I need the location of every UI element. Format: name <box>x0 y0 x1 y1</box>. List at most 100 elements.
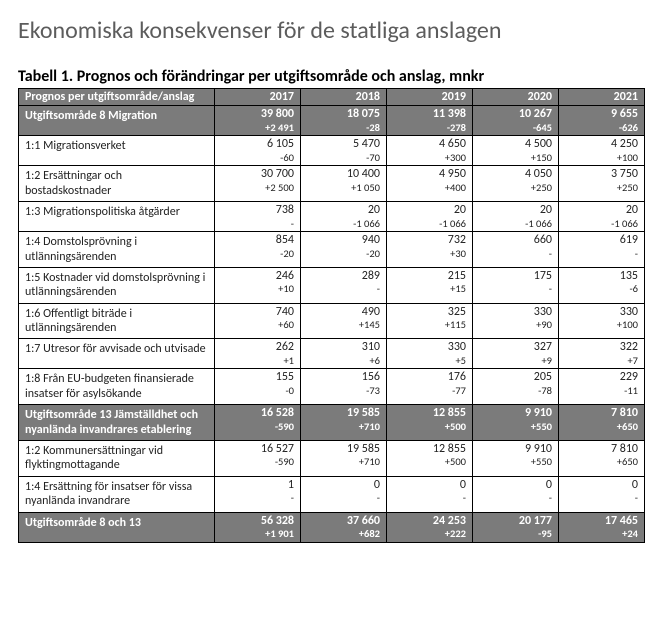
cell: 16 528-590 <box>215 405 301 441</box>
cell: 20-1 066 <box>559 202 645 232</box>
row-label: 1:7 Utresor för avvisade och utvisade <box>19 339 215 369</box>
cell-value: 7 810 <box>565 442 638 456</box>
cell-delta: -11 <box>565 385 638 398</box>
header-year: 2019 <box>387 89 473 106</box>
cell: 7 810+650 <box>559 405 645 441</box>
cell-delta: +30 <box>393 248 466 261</box>
cell-value: 17 465 <box>565 514 638 528</box>
table-row: 1:1 Migrationsverket6 105-605 470-704 65… <box>19 136 645 166</box>
header-year: 2017 <box>215 89 301 106</box>
table-row: 1:4 Domstolsprövning i utlänningsärenden… <box>19 232 645 268</box>
cell: 9 910+550 <box>473 441 559 477</box>
cell-delta: -6 <box>565 283 638 296</box>
cell-delta: -73 <box>307 385 380 398</box>
cell: 490+145 <box>301 303 387 339</box>
cell-delta: -1 066 <box>479 218 552 231</box>
cell-delta: - <box>221 492 294 505</box>
cell-delta: +250 <box>565 182 638 195</box>
cell-delta: -590 <box>221 456 294 469</box>
cell-delta: -626 <box>565 122 638 135</box>
cell-value: 10 400 <box>307 167 380 181</box>
cell-value: 30 700 <box>221 167 294 181</box>
cell-delta: - <box>565 248 638 261</box>
table-row: 1:2 Kommunersättningar vid flyktingmotta… <box>19 441 645 477</box>
cell: 12 855+500 <box>387 441 473 477</box>
cell-value: 229 <box>565 370 638 384</box>
cell: 322+7 <box>559 339 645 369</box>
cell-value: 854 <box>221 233 294 247</box>
cell: 940-20 <box>301 232 387 268</box>
cell: 176-77 <box>387 369 473 405</box>
cell-value: 4 050 <box>479 167 552 181</box>
cell: 20-1 066 <box>473 202 559 232</box>
cell-delta: -70 <box>307 152 380 165</box>
cell: 20 177-95 <box>473 512 559 542</box>
cell-value: 205 <box>479 370 552 384</box>
cell-delta: -77 <box>393 385 466 398</box>
cell-value: 37 660 <box>307 514 380 528</box>
cell-value: 11 398 <box>393 107 466 121</box>
cell-delta: +24 <box>565 528 638 541</box>
cell-delta: -78 <box>479 385 552 398</box>
cell-value: 20 177 <box>479 514 552 528</box>
cell: 330+100 <box>559 303 645 339</box>
cell-delta: - <box>479 492 552 505</box>
cell-value: 0 <box>565 478 638 492</box>
section-row: Utgiftsområde 8 och 1356 328+1 90137 660… <box>19 512 645 542</box>
cell-value: 738 <box>221 203 294 217</box>
cell-value: 330 <box>565 305 638 319</box>
table-row: 1:2 Ersättningar och bostadskostnader30 … <box>19 166 645 202</box>
cell-delta: +400 <box>393 182 466 195</box>
cell: 10 267-645 <box>473 106 559 136</box>
cell: 205-78 <box>473 369 559 405</box>
cell-value: 9 910 <box>479 442 552 456</box>
cell-delta: +222 <box>393 528 466 541</box>
cell-delta: - <box>307 283 380 296</box>
cell: 327+9 <box>473 339 559 369</box>
cell-delta: -1 066 <box>307 218 380 231</box>
cell-value: 24 253 <box>393 514 466 528</box>
cell-value: 289 <box>307 269 380 283</box>
cell-value: 135 <box>565 269 638 283</box>
cell-delta: +150 <box>479 152 552 165</box>
cell-delta: +7 <box>565 355 638 368</box>
section-row: Utgiftsområde 8 Migration39 800+2 49118 … <box>19 106 645 136</box>
cell-value: 5 470 <box>307 137 380 151</box>
row-label: Utgiftsområde 8 och 13 <box>19 512 215 542</box>
cell-delta: +710 <box>307 421 380 434</box>
table-row: 1:5 Kostnader vid domstolsprövning i utl… <box>19 267 645 303</box>
table-row: 1:6 Offentligt biträde i utlänningsärend… <box>19 303 645 339</box>
row-label: 1:2 Ersättningar och bostadskostnader <box>19 166 215 202</box>
table-row: 1:8 Från EU-budgeten finansierade insats… <box>19 369 645 405</box>
cell-delta: -645 <box>479 122 552 135</box>
cell: 0- <box>559 476 645 512</box>
cell: 30 700+2 500 <box>215 166 301 202</box>
cell: 16 527-590 <box>215 441 301 477</box>
cell-delta: -20 <box>221 248 294 261</box>
cell-value: 740 <box>221 305 294 319</box>
cell-value: 10 267 <box>479 107 552 121</box>
cell-delta: +682 <box>307 528 380 541</box>
header-year: 2020 <box>473 89 559 106</box>
cell-value: 619 <box>565 233 638 247</box>
cell-delta: +100 <box>565 152 638 165</box>
cell-delta: +550 <box>479 421 552 434</box>
cell-value: 20 <box>479 203 552 217</box>
cell-delta: +1 050 <box>307 182 380 195</box>
header-year: 2021 <box>559 89 645 106</box>
cell: 12 855+500 <box>387 405 473 441</box>
row-label: 1:1 Migrationsverket <box>19 136 215 166</box>
cell-delta: +15 <box>393 283 466 296</box>
row-label: 1:4 Ersättning för insatser för vissa ny… <box>19 476 215 512</box>
cell-delta: +10 <box>221 283 294 296</box>
cell: 6 105-60 <box>215 136 301 166</box>
cell-delta: +250 <box>479 182 552 195</box>
cell-value: 19 585 <box>307 406 380 420</box>
cell: 156-73 <box>301 369 387 405</box>
cell: 215+15 <box>387 267 473 303</box>
cell: 20-1 066 <box>301 202 387 232</box>
row-label: 1:6 Offentligt biträde i utlänningsärend… <box>19 303 215 339</box>
cell-delta: -60 <box>221 152 294 165</box>
cell-delta: +9 <box>479 355 552 368</box>
cell: 4 250+100 <box>559 136 645 166</box>
